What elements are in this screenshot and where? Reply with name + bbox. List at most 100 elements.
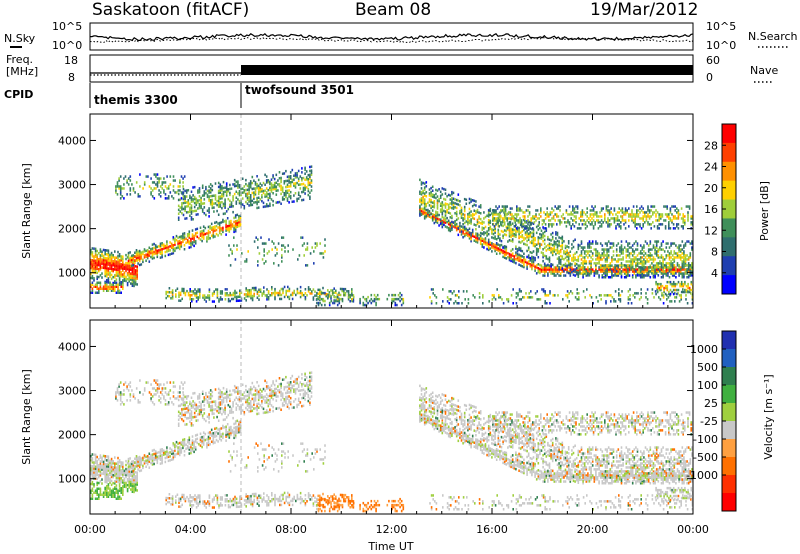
power-cell — [249, 186, 252, 189]
power-cell — [236, 244, 238, 247]
power-cell — [362, 301, 365, 305]
power-cell — [587, 274, 589, 277]
power-cell — [684, 290, 686, 294]
power-cell — [510, 253, 512, 257]
power-cell — [286, 183, 289, 186]
power-cell — [550, 233, 552, 236]
velocity-cell — [101, 456, 103, 459]
power-cell — [553, 268, 556, 271]
power-cell — [684, 258, 687, 261]
power-cell — [235, 202, 238, 205]
power-cell — [596, 262, 599, 265]
power-cell — [135, 256, 138, 260]
power-cell — [559, 236, 562, 240]
power-cell — [631, 248, 634, 251]
power-cell — [580, 242, 583, 245]
power-cell — [588, 242, 591, 245]
power-cell — [263, 248, 265, 251]
power-cell — [492, 215, 494, 218]
power-cell — [657, 262, 660, 265]
power-cell — [183, 232, 186, 235]
power-cell — [674, 288, 677, 292]
power-cell — [676, 246, 679, 249]
power-cell — [438, 188, 440, 191]
power-cell — [542, 252, 544, 255]
power-cell — [91, 263, 94, 266]
power-cell — [612, 266, 615, 269]
power-cell — [631, 268, 634, 271]
power-cell — [195, 213, 198, 216]
power-cell — [297, 183, 300, 186]
power-cell — [423, 194, 426, 197]
power-cell — [435, 188, 437, 192]
power-cell — [548, 246, 551, 249]
power-cell — [446, 220, 448, 224]
power-cell — [126, 181, 128, 184]
power-cell — [679, 213, 681, 216]
power-cell — [606, 250, 608, 253]
power-cell — [563, 250, 565, 253]
power-cell — [606, 266, 608, 269]
power-cell — [245, 192, 247, 196]
power-cell — [558, 240, 560, 243]
power-cell — [189, 294, 191, 297]
power-cell — [566, 259, 568, 262]
power-cell — [511, 258, 514, 261]
power-cell — [423, 200, 426, 203]
power-cell — [518, 259, 520, 262]
power-cell — [640, 217, 643, 220]
power-cell — [580, 268, 583, 271]
power-cell — [262, 205, 265, 209]
power-colorbar-swatch — [722, 275, 736, 295]
power-cell — [627, 268, 629, 271]
power-cell — [581, 213, 584, 216]
power-cell — [628, 225, 630, 228]
power-cell — [179, 189, 181, 192]
power-cell — [655, 240, 658, 243]
power-cell — [530, 296, 532, 299]
power-cell — [690, 215, 692, 218]
power-cell — [654, 248, 656, 251]
power-cell — [556, 213, 558, 216]
power-cell — [251, 199, 254, 203]
power-cell — [658, 286, 661, 290]
power-cell — [647, 244, 650, 247]
power-cell — [662, 270, 664, 273]
power-cell — [636, 248, 639, 251]
power-cell — [651, 292, 654, 295]
power-cell — [391, 293, 393, 297]
power-cell — [90, 264, 92, 268]
power-cell — [131, 183, 133, 186]
power-cell — [259, 288, 262, 291]
power-cell — [587, 250, 589, 253]
power-cell — [691, 246, 693, 249]
power-cell — [175, 191, 178, 194]
power-cell — [552, 294, 554, 297]
power-cell — [109, 267, 111, 270]
power-cell — [648, 217, 651, 220]
power-cell — [304, 297, 307, 301]
power-cell — [187, 204, 190, 208]
power-cell — [307, 193, 310, 197]
power-cell — [677, 213, 680, 216]
power-cell — [327, 289, 329, 292]
power-cell — [554, 219, 556, 222]
power-cell — [616, 219, 619, 222]
power-cell — [302, 186, 305, 190]
power-cell — [115, 266, 118, 269]
power-cell — [279, 293, 281, 297]
power-cell — [195, 294, 198, 297]
power-cell — [515, 217, 517, 221]
power-cell — [245, 194, 247, 198]
velocity-cell — [107, 473, 110, 476]
power-cell — [606, 256, 608, 259]
power-cell — [214, 194, 217, 197]
power-cell — [607, 268, 610, 271]
power-cell — [216, 203, 218, 207]
power-cell — [190, 241, 192, 245]
power-colorbar-swatch — [722, 237, 736, 257]
power-cell — [669, 294, 671, 297]
power-cell — [190, 198, 193, 201]
power-cell — [516, 215, 518, 218]
power-cell — [582, 274, 584, 277]
